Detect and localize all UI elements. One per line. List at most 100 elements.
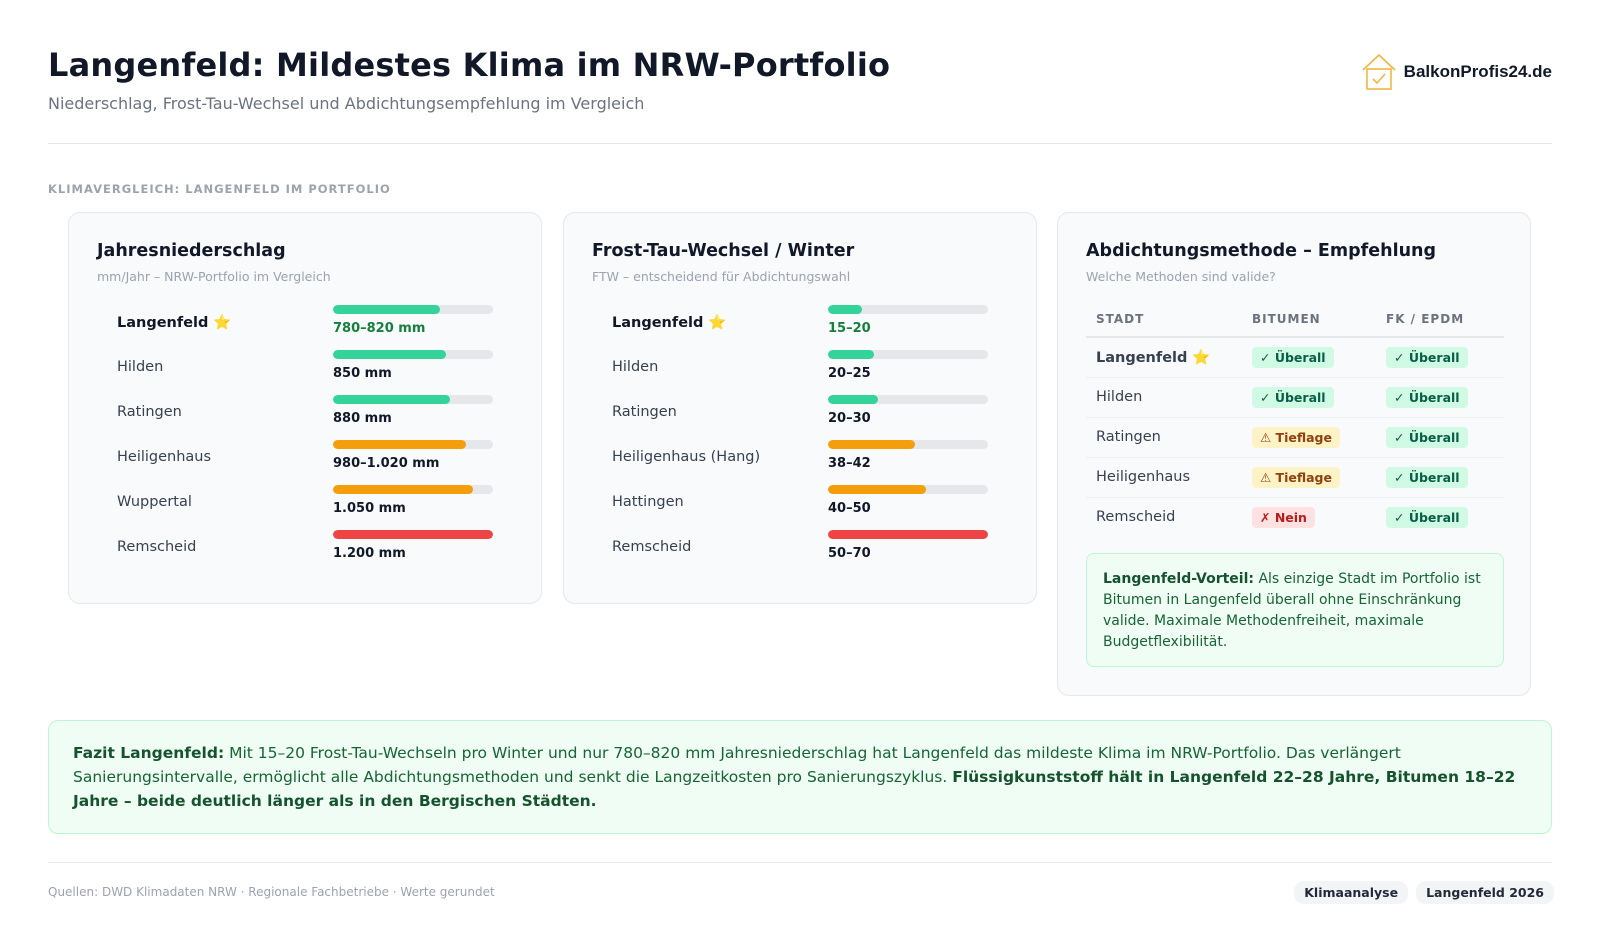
bar-value-label: 40–50	[828, 501, 871, 516]
bar-label: Heiligenhaus (Hang)	[612, 449, 761, 465]
bar-row: Heiligenhaus (Hang) 38–42	[612, 440, 992, 480]
bitumen-cell: ✗ Nein	[1242, 497, 1376, 537]
conclusion-lead: Fazit Langenfeld:	[73, 744, 225, 762]
table-header-row: STADT BITUMEN FK / EPDM	[1086, 309, 1504, 338]
bar-value-label: 1.050 mm	[333, 501, 406, 516]
bar-value-label: 850 mm	[333, 366, 392, 381]
bar-row: Remscheid 50–70	[612, 530, 992, 570]
bar-row: Langenfeld ⭐ 15–20	[612, 305, 992, 345]
bar-row: Hilden 20–25	[612, 350, 992, 390]
bar-value-label: 20–25	[828, 366, 871, 381]
status-badge: ✓ Überall	[1252, 346, 1334, 368]
bar-fill	[828, 530, 988, 539]
bar-fill	[333, 350, 447, 359]
bar-fill	[333, 440, 467, 449]
tag-list: Klimaanalyse Langenfeld 2026	[1294, 881, 1554, 904]
city-cell: Heiligenhaus	[1086, 457, 1242, 498]
bar-label: Ratingen	[612, 404, 677, 420]
fk-cell: ✓ Überall	[1376, 377, 1504, 418]
bar-label: Heiligenhaus	[117, 449, 212, 465]
bar-label: Hattingen	[612, 494, 684, 510]
bar-label: Langenfeld ⭐	[612, 315, 727, 331]
bar-label: Remscheid	[612, 539, 692, 555]
card-subtitle: FTW – entscheidend für Abdichtungswahl	[592, 269, 851, 284]
bar-fill	[828, 395, 879, 404]
bar-value-label: 50–70	[828, 546, 871, 561]
card-subtitle: mm/Jahr – NRW-Portfolio im Vergleich	[97, 269, 331, 284]
bar-fill	[828, 485, 927, 494]
bar-row: Remscheid 1.200 mm	[117, 530, 497, 570]
bar-value-label: 780–820 mm	[333, 321, 426, 336]
page-title: Langenfeld: Mildestes Klima im NRW-Portf…	[48, 46, 891, 84]
bar-track	[333, 440, 493, 449]
fk-cell: ✓ Überall	[1376, 417, 1504, 458]
bar-fill	[828, 440, 915, 449]
card-title: Frost-Tau-Wechsel / Winter	[592, 241, 855, 261]
bar-label: Wuppertal	[117, 494, 192, 510]
table-row: Langenfeld ⭐ ✓ Überall ✓ Überall	[1086, 337, 1504, 378]
column-header: BITUMEN	[1242, 309, 1376, 338]
brand-name: BalkonProfis24.de	[1403, 62, 1552, 81]
sealing-method-card: Abdichtungsmethode – Empfehlung Welche M…	[1057, 212, 1531, 696]
conclusion-box: Fazit Langenfeld: Mit 15–20 Frost-Tau-We…	[48, 720, 1552, 834]
house-check-icon	[1362, 53, 1396, 90]
tag[interactable]: Langenfeld 2026	[1416, 881, 1554, 904]
bar-value-label: 1.200 mm	[333, 546, 406, 561]
status-badge: ✓ Überall	[1386, 466, 1468, 488]
conclusion-bold: Flüssigkunststoff hält in Langenfeld 22–…	[73, 768, 1516, 810]
city-cell: Langenfeld ⭐	[1086, 337, 1242, 378]
status-badge: ✓ Überall	[1386, 426, 1468, 448]
bar-row: Ratingen 20–30	[612, 395, 992, 435]
advantage-lead: Langenfeld-Vorteil:	[1103, 571, 1254, 587]
status-badge: ⚠ Tieflage	[1252, 466, 1340, 488]
bar-track	[828, 485, 988, 494]
bar-label: Langenfeld ⭐	[117, 315, 232, 331]
bar-track	[828, 395, 988, 404]
bar-row: Wuppertal 1.050 mm	[117, 485, 497, 525]
city-cell: Hilden	[1086, 377, 1242, 418]
bar-row: Hattingen 40–50	[612, 485, 992, 525]
card-subtitle: Welche Methoden sind valide?	[1086, 269, 1276, 284]
table-row: Remscheid ✗ Nein ✓ Überall	[1086, 497, 1504, 537]
bar-row: Langenfeld ⭐ 780–820 mm	[117, 305, 497, 345]
bar-fill	[333, 395, 451, 404]
bar-track	[828, 350, 988, 359]
fk-cell: ✓ Überall	[1376, 337, 1504, 378]
bar-row: Hilden 850 mm	[117, 350, 497, 390]
card-title: Jahresniederschlag	[97, 241, 286, 261]
bar-track	[828, 440, 988, 449]
bar-value-label: 980–1.020 mm	[333, 456, 440, 471]
method-table: STADT BITUMEN FK / EPDM Langenfeld ⭐ ✓ Üb…	[1086, 309, 1504, 537]
bar-row: Heiligenhaus 980–1.020 mm	[117, 440, 497, 480]
bar-value-label: 15–20	[828, 321, 871, 336]
fk-cell: ✓ Überall	[1376, 497, 1504, 537]
source-note: Quellen: DWD Klimadaten NRW · Regionale …	[48, 885, 495, 899]
bar-value-label: 38–42	[828, 456, 871, 471]
footer-divider	[48, 862, 1552, 863]
card-title: Abdichtungsmethode – Empfehlung	[1086, 241, 1437, 261]
table-row: Ratingen ⚠ Tieflage ✓ Überall	[1086, 417, 1504, 458]
advantage-text: Als einzige Stadt im Portfolio ist Bitum…	[1103, 571, 1481, 650]
brand-logo[interactable]: BalkonProfis24.de	[1360, 52, 1552, 92]
status-badge: ✓ Überall	[1386, 346, 1468, 368]
bar-label: Ratingen	[117, 404, 182, 420]
precipitation-card: Jahresniederschlag mm/Jahr – NRW-Portfol…	[68, 212, 542, 604]
bitumen-cell: ⚠ Tieflage	[1242, 457, 1376, 498]
status-badge: ⚠ Tieflage	[1252, 426, 1340, 448]
bar-track	[333, 485, 493, 494]
header: Langenfeld: Mildestes Klima im NRW-Portf…	[48, 46, 1552, 146]
conclusion-text: Mit 15–20 Frost-Tau-Wechseln pro Winter …	[73, 744, 1401, 786]
frost-thaw-card: Frost-Tau-Wechsel / Winter FTW – entsche…	[563, 212, 1037, 604]
section-label: KLIMAVERGLEICH: LANGENFELD IM PORTFOLIO	[48, 182, 391, 196]
bar-track	[333, 305, 493, 314]
fk-cell: ✓ Überall	[1376, 457, 1504, 498]
page-subtitle: Niederschlag, Frost-Tau-Wechsel und Abdi…	[48, 94, 645, 113]
table-row: Heiligenhaus ⚠ Tieflage ✓ Überall	[1086, 457, 1504, 498]
bar-track	[333, 530, 493, 539]
column-header: FK / EPDM	[1376, 309, 1504, 338]
tag[interactable]: Klimaanalyse	[1294, 881, 1409, 904]
city-cell: Remscheid	[1096, 509, 1176, 526]
status-badge: ✓ Überall	[1386, 386, 1468, 408]
bar-fill	[333, 485, 473, 494]
bar-track	[333, 350, 493, 359]
